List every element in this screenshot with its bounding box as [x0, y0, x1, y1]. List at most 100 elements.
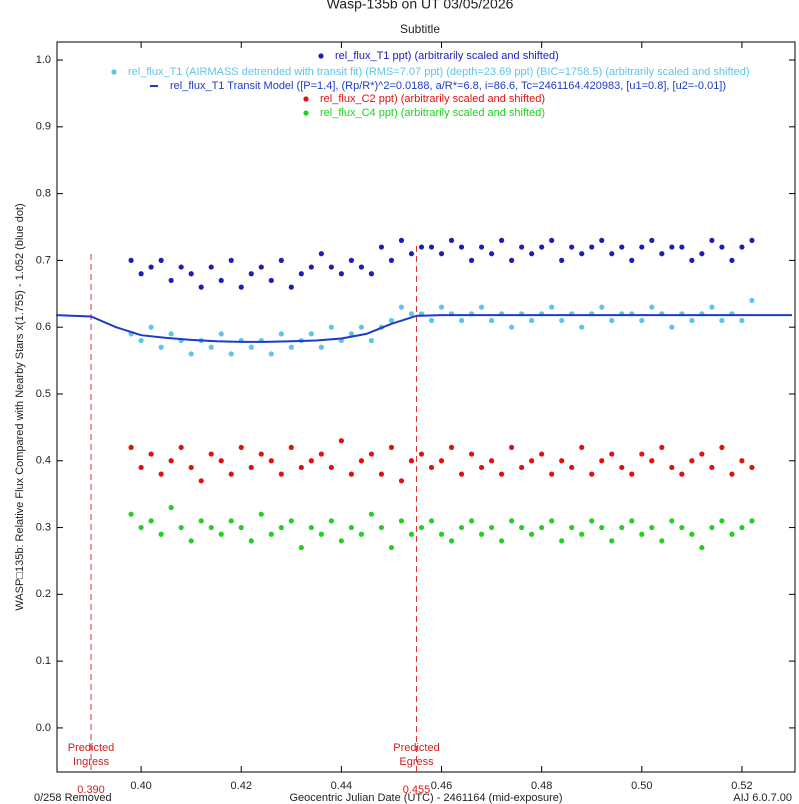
- plot-frame: [56, 41, 796, 773]
- data-point: [619, 464, 625, 471]
- data-point: [609, 317, 615, 324]
- x-tick-label: 0.42: [231, 780, 252, 792]
- data-point: [539, 244, 545, 250]
- data-point: [338, 538, 344, 544]
- data-point: [589, 518, 595, 524]
- data-point: [509, 518, 515, 524]
- data-point: [749, 464, 755, 471]
- data-point: [478, 244, 485, 250]
- data-point: [368, 337, 375, 344]
- data-point: [709, 304, 715, 310]
- data-point: [679, 471, 685, 477]
- predicted-text: Predicted: [68, 742, 114, 754]
- data-point: [218, 531, 224, 537]
- data-point: [559, 458, 565, 464]
- data-point: [338, 271, 344, 277]
- data-point: [168, 504, 174, 511]
- data-point: [719, 518, 725, 524]
- predicted-value: 0.455: [403, 784, 431, 796]
- data-point: [128, 511, 134, 517]
- y-tick-label: 0.7: [36, 254, 51, 266]
- x-tick-label: 0.46: [431, 780, 452, 792]
- data-point: [408, 458, 415, 464]
- data-point: [398, 478, 405, 484]
- data-point: [158, 257, 164, 263]
- data-point: [529, 317, 535, 324]
- data-point: [529, 531, 535, 537]
- data-point: [378, 471, 385, 477]
- legend-swatch: [111, 69, 117, 75]
- data-point: [398, 518, 405, 524]
- data-point: [659, 444, 665, 451]
- data-point: [218, 331, 224, 337]
- data-point: [158, 531, 164, 537]
- data-point: [168, 331, 174, 337]
- data-point: [258, 451, 264, 457]
- y-tick-label: 0.5: [36, 388, 51, 400]
- data-point: [709, 524, 715, 531]
- data-point: [639, 451, 645, 457]
- data-point: [569, 464, 575, 471]
- data-point: [679, 524, 685, 531]
- data-point: [709, 237, 715, 243]
- data-point: [689, 458, 695, 464]
- data-point: [559, 538, 565, 544]
- data-point: [348, 471, 354, 477]
- data-point: [488, 317, 495, 324]
- data-point: [318, 531, 324, 537]
- data-point: [328, 264, 334, 270]
- data-point: [238, 524, 244, 531]
- data-point: [669, 518, 675, 524]
- data-point: [428, 317, 435, 324]
- data-point: [699, 451, 705, 457]
- data-point: [208, 524, 214, 531]
- x-axis-label: Geocentric Julian Date (UTC) - 2461164 (…: [289, 792, 562, 804]
- data-point: [368, 451, 375, 457]
- data-point: [148, 264, 154, 270]
- data-point: [298, 464, 304, 471]
- data-point: [448, 237, 455, 243]
- data-point: [168, 458, 174, 464]
- data-point: [298, 271, 304, 277]
- data-point: [539, 524, 545, 531]
- data-point: [168, 277, 174, 284]
- data-point: [599, 524, 605, 531]
- data-point: [549, 471, 555, 477]
- data-point: [509, 444, 515, 451]
- y-axis-label: WASP□135b: Relative Flux Compared with N…: [14, 203, 26, 610]
- data-point: [358, 458, 365, 464]
- legend-swatch: [318, 53, 324, 59]
- data-point: [198, 478, 204, 484]
- data-point: [258, 511, 264, 517]
- data-point: [288, 518, 294, 524]
- x-tick-label: 0.48: [531, 780, 552, 792]
- data-point: [248, 271, 254, 277]
- data-point: [699, 251, 705, 257]
- data-point: [629, 518, 635, 524]
- data-point: [308, 264, 314, 270]
- version: AIJ 6.0.7.00: [733, 792, 792, 804]
- data-point: [408, 531, 415, 537]
- data-point: [128, 444, 134, 451]
- data-point: [318, 344, 324, 350]
- data-point: [649, 458, 655, 464]
- data-point: [368, 511, 375, 517]
- data-point: [218, 277, 224, 284]
- data-point: [208, 451, 214, 457]
- data-point: [468, 451, 475, 457]
- data-point: [488, 458, 495, 464]
- chart-subtitle: Subtitle: [400, 22, 440, 36]
- data-point: [438, 251, 445, 257]
- data-point: [148, 324, 154, 330]
- predicted-text: Egress: [399, 756, 434, 768]
- data-point: [308, 331, 314, 337]
- data-point: [579, 444, 585, 451]
- data-point: [448, 538, 455, 544]
- data-point: [188, 351, 194, 357]
- data-point: [418, 524, 425, 531]
- data-point: [268, 531, 274, 537]
- predicted-text: Predicted: [393, 742, 439, 754]
- data-point: [488, 524, 495, 531]
- data-point: [559, 317, 565, 324]
- data-point: [749, 237, 755, 243]
